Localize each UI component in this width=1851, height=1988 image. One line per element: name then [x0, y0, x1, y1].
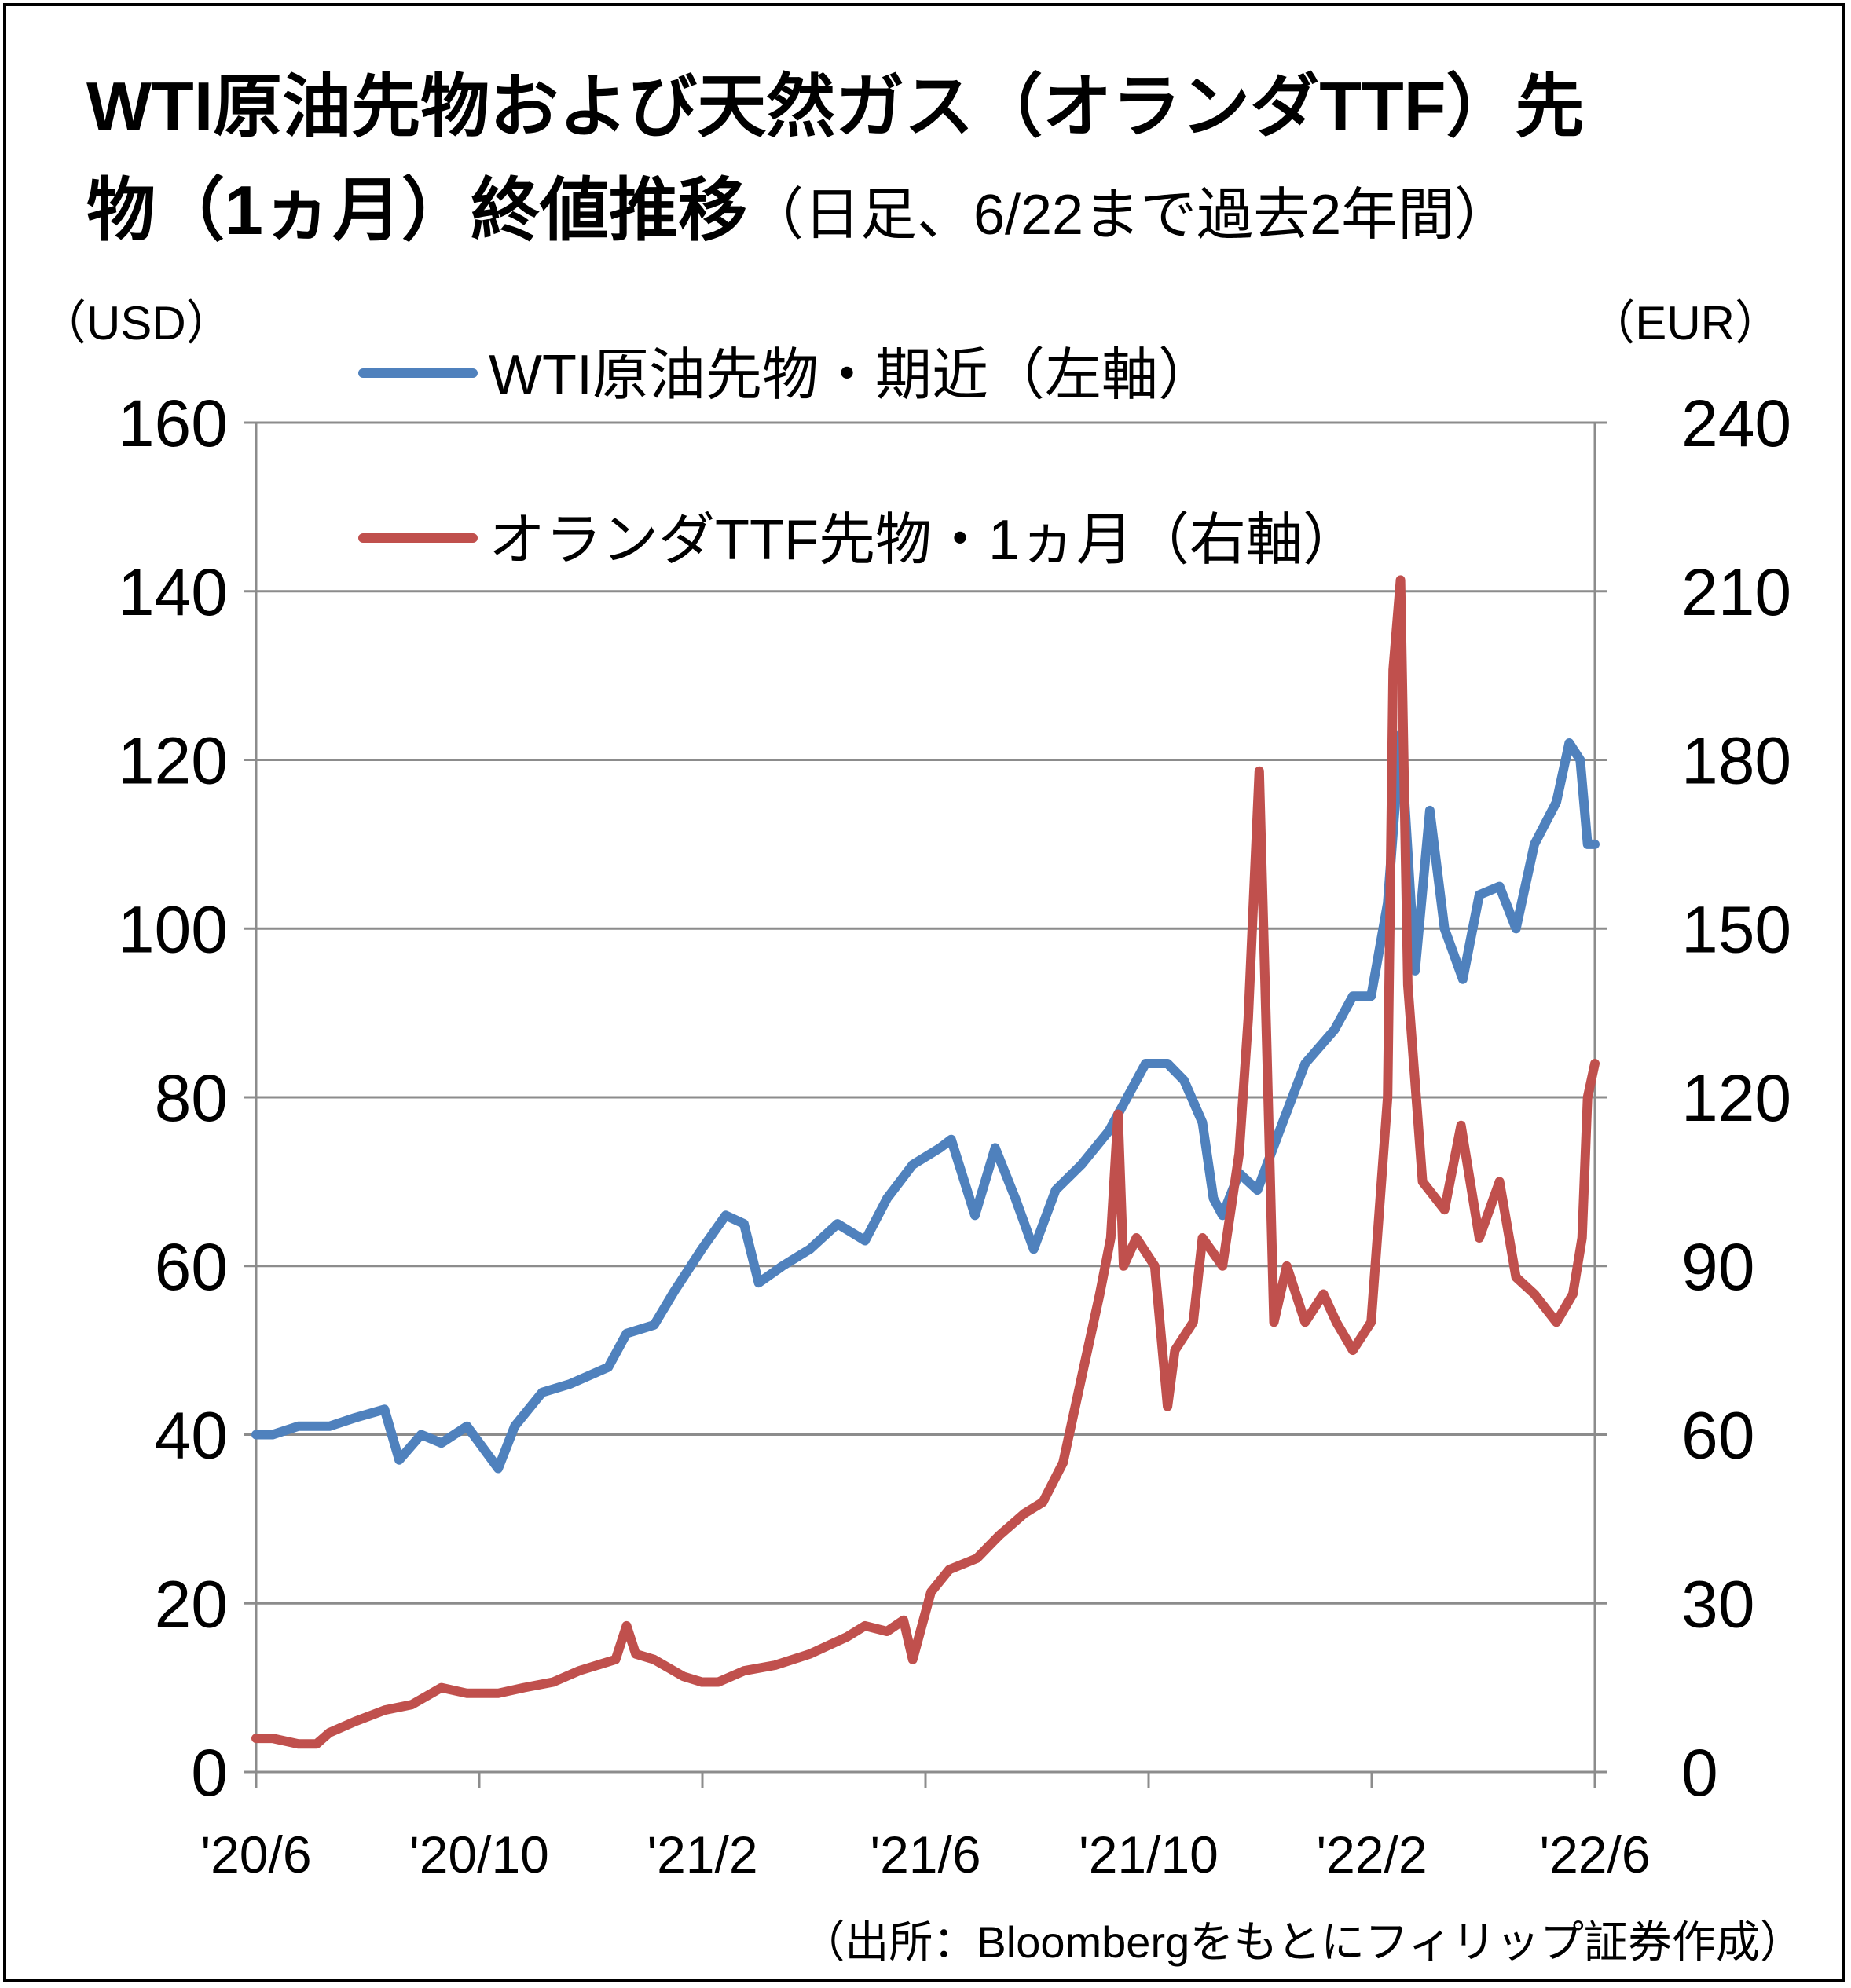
axes [244, 421, 1607, 1788]
title-line-2: 物（1ヵ月）終値推移（日足、6/22まで過去2年間） [86, 159, 1776, 267]
right-tick-label: 60 [1681, 1399, 1754, 1473]
left-tick-label: 20 [155, 1567, 228, 1641]
left-axis-unit: （USD） [39, 297, 233, 350]
chart-frame [3, 3, 1845, 1982]
gridlines [256, 421, 1595, 1605]
x-tick-label: '21/10 [1079, 1825, 1219, 1884]
right-tick-label: 120 [1681, 1061, 1791, 1135]
title-subtitle: （日足、6/22まで過去2年間） [746, 184, 1512, 247]
series-lines [251, 575, 1600, 1749]
x-tick-label: '21/6 [870, 1825, 980, 1884]
series-line-wti [251, 730, 1600, 1474]
legend-label-ttf: オランダTTF先物・1ヵ月（右軸） [489, 509, 1359, 572]
chart-title: WTI原油先物および天然ガス（オランダTTF）先 物（1ヵ月）終値推移（日足、6… [86, 55, 1776, 267]
right-axis-unit: （EUR） [1588, 297, 1782, 350]
left-tick-label: 120 [118, 724, 228, 798]
right-tick-label: 180 [1681, 724, 1791, 798]
right-tick-label: 30 [1681, 1567, 1754, 1641]
title-line-1: WTI原油先物および天然ガス（オランダTTF）先 [86, 68, 1585, 145]
x-tick-label: '22/6 [1539, 1825, 1650, 1884]
source-note: （出所：Bloombergをもとにフィリップ証券作成） [801, 1917, 1804, 1967]
x-tick-label: '20/10 [409, 1825, 549, 1884]
legend: WTI原油先物・期近（左軸） オランダTTF先物・1ヵ月（右軸） [358, 344, 1359, 572]
title-main-2: 物（1ヵ月）終値推移 [86, 171, 747, 249]
x-tick-label: '21/2 [647, 1825, 757, 1884]
left-tick-label: 60 [155, 1230, 228, 1304]
series-line-ttf [251, 575, 1600, 1749]
x-tick-label: '20/6 [200, 1825, 311, 1884]
left-tick-label: 140 [118, 555, 228, 629]
legend-label-wti: WTI原油先物・期近（左軸） [489, 344, 1215, 407]
tick-labels: 0 0 20 30 40 60 60 90 80 120 100 150 120 180 140 210 160… [118, 386, 1791, 1884]
right-tick-label: 90 [1681, 1230, 1754, 1304]
left-tick-label: 80 [155, 1061, 228, 1135]
right-tick-label: 240 [1681, 386, 1791, 460]
left-tick-label: 160 [118, 386, 228, 460]
x-tick-label: '22/2 [1316, 1825, 1427, 1884]
left-tick-label: 0 [191, 1736, 228, 1810]
left-tick-label: 40 [155, 1399, 228, 1473]
right-tick-label: 0 [1681, 1736, 1718, 1810]
right-tick-label: 150 [1681, 892, 1791, 966]
right-tick-label: 210 [1681, 555, 1791, 629]
left-tick-label: 100 [118, 892, 228, 966]
